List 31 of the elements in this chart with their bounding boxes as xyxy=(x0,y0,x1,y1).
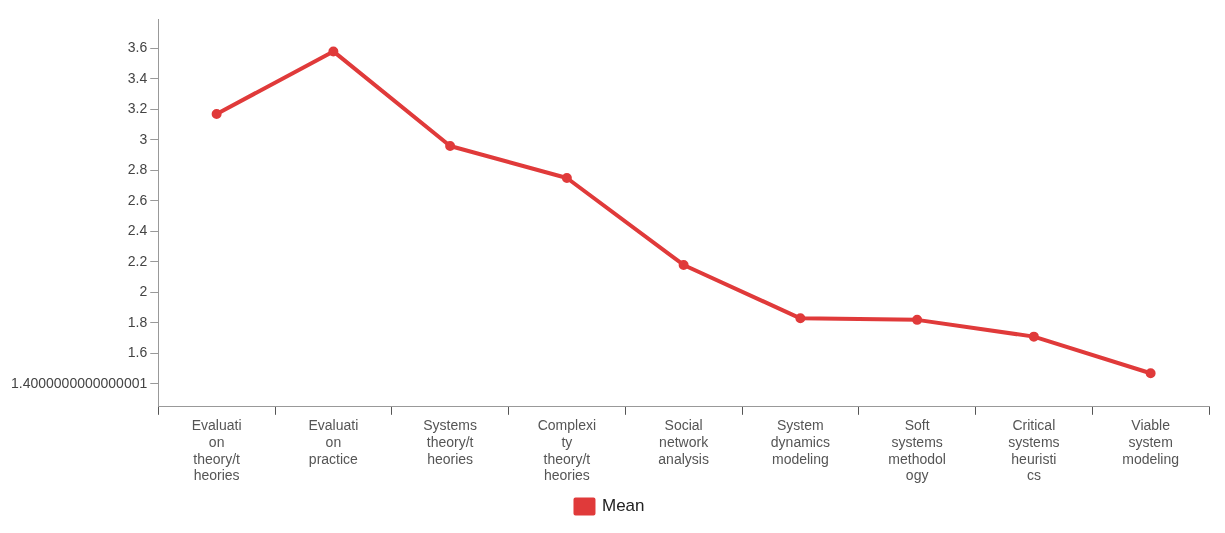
y-tick-label: 3.2 xyxy=(127,100,148,117)
x-tick-label: Systems theory/theories xyxy=(423,417,477,467)
point xyxy=(561,173,572,184)
point xyxy=(445,140,456,151)
point xyxy=(328,46,339,57)
point xyxy=(1145,368,1156,379)
point xyxy=(912,314,923,325)
point xyxy=(795,313,806,324)
y-tick-label: 3 xyxy=(139,130,148,147)
y-tick-label: 3.4 xyxy=(127,69,148,86)
y-tick-label: 1.6 xyxy=(127,344,148,361)
y-tick-label: 1.8 xyxy=(127,313,148,330)
x-tick-label: System dynamics modeling xyxy=(770,417,830,467)
x-tick-label: Soft systems methodology xyxy=(888,417,946,484)
y-tick-label: 1.4000000000000001 xyxy=(10,374,148,391)
legend-label: Mean xyxy=(601,496,645,516)
x-tick-label: Social network analysis xyxy=(658,417,710,467)
y-tick-label: 2.4 xyxy=(127,222,148,239)
y-tick-label: 2 xyxy=(139,283,148,300)
y-tick-label: 3.6 xyxy=(127,39,148,56)
x-tick-label: Viable system modeling xyxy=(1122,417,1180,467)
y-tick-label: 2.6 xyxy=(127,191,148,208)
point xyxy=(211,108,222,119)
x-tick-label: Evaluation practice xyxy=(308,417,359,467)
point xyxy=(1028,331,1039,342)
x-tick-label: Complexity theory/theories xyxy=(537,417,597,484)
point xyxy=(678,259,689,270)
x-tick-label: Evaluation theory/theories xyxy=(191,417,242,484)
y-tick-label: 2.2 xyxy=(127,252,148,269)
x-tick-label: Critical systems heuristics xyxy=(1008,417,1060,484)
y-tick-label: 2.8 xyxy=(127,161,148,178)
